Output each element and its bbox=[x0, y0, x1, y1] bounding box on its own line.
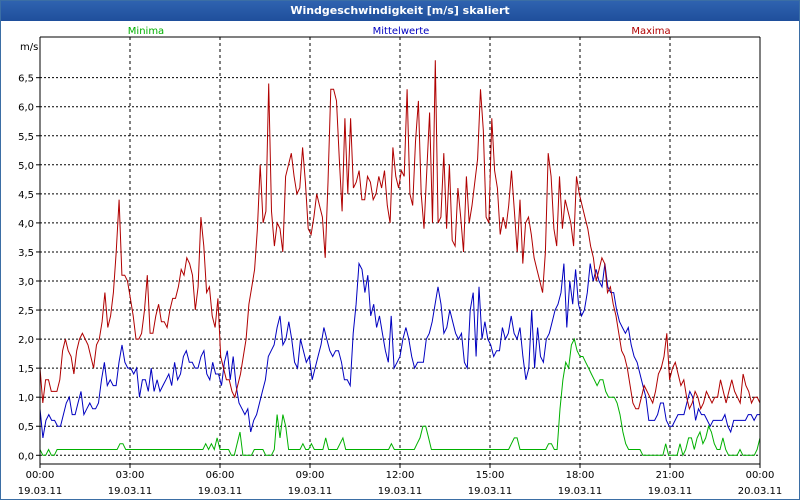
x-tick-date-label: 19.03.11 bbox=[378, 486, 423, 497]
x-tick-date-label: 19.03.11 bbox=[648, 486, 693, 497]
y-tick-label: 4,5 bbox=[18, 190, 34, 201]
y-tick-label: 3,5 bbox=[18, 248, 34, 259]
x-tick-time-label: 21:00 bbox=[656, 470, 685, 481]
series-lines bbox=[39, 60, 761, 457]
y-tick-label: 5,0 bbox=[18, 161, 34, 172]
x-tick-time-label: 03:00 bbox=[116, 470, 145, 481]
y-tick-label: 6,5 bbox=[18, 74, 34, 85]
axes bbox=[39, 36, 761, 465]
y-tick-label: 2,5 bbox=[18, 306, 34, 317]
y-tick-label: 1,0 bbox=[18, 393, 34, 404]
x-tick-time-label: 00:00 bbox=[746, 470, 775, 481]
y-tick-label: 1,5 bbox=[18, 364, 34, 375]
x-tick-time-label: 09:00 bbox=[296, 470, 325, 481]
x-tick-time-label: 06:00 bbox=[206, 470, 235, 481]
minima-series-line bbox=[39, 337, 761, 457]
window-title: Windgeschwindigkeit [m/s] skaliert bbox=[1, 1, 799, 21]
x-tick-date-label: 19.03.11 bbox=[18, 486, 63, 497]
x-tick-time-label: 00:00 bbox=[26, 470, 55, 481]
x-tick-time-label: 15:00 bbox=[476, 470, 505, 481]
grid bbox=[36, 37, 761, 468]
x-tick-time-label: 18:00 bbox=[566, 470, 595, 481]
y-tick-label: 4,0 bbox=[18, 219, 34, 230]
legend-maxima: Maxima bbox=[631, 26, 670, 37]
maxima-series-line bbox=[39, 60, 761, 411]
y-tick-label: 3,0 bbox=[18, 277, 34, 288]
legend-mittelwerte: Mittelwerte bbox=[373, 26, 430, 37]
y-tick-label: 6,0 bbox=[18, 103, 34, 114]
mittelwerte-series-line bbox=[39, 261, 760, 438]
x-tick-date-label: 19.03.11 bbox=[288, 486, 333, 497]
x-tick-date-label: 19.03.11 bbox=[198, 486, 243, 497]
legend: Minima Mittelwerte Maxima bbox=[128, 26, 671, 37]
tick-labels: m/s 0,0 0,5 1,0 1,5 2,0 2,5 3,0 3,5 4,0 4,5 5,0 5,5… bbox=[18, 42, 783, 497]
x-tick-date-label: 20.03.11 bbox=[738, 486, 783, 497]
y-axis-unit-label: m/s bbox=[20, 42, 38, 53]
y-tick-label: 0,0 bbox=[18, 451, 34, 462]
y-tick-label: 0,5 bbox=[18, 422, 34, 433]
y-tick-label: 2,0 bbox=[18, 335, 34, 346]
x-tick-date-label: 19.03.11 bbox=[108, 486, 153, 497]
x-tick-date-label: 19.03.11 bbox=[558, 486, 603, 497]
x-tick-date-label: 19.03.11 bbox=[468, 486, 513, 497]
legend-minima: Minima bbox=[128, 26, 164, 37]
y-tick-label: 5,5 bbox=[18, 132, 34, 143]
x-tick-time-label: 12:00 bbox=[386, 470, 415, 481]
